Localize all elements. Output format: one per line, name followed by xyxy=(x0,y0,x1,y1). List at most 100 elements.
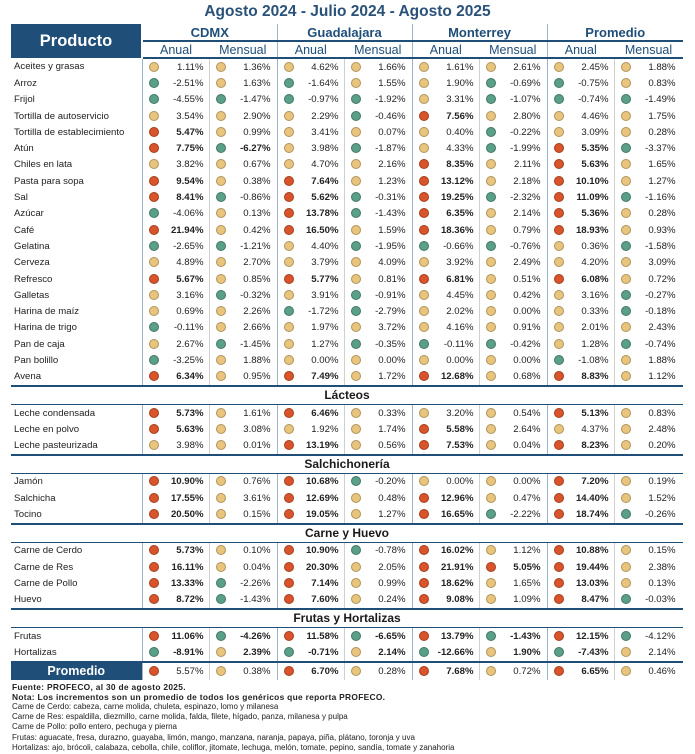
percent-value: -1.16% xyxy=(645,192,676,204)
yellow-dot-icon xyxy=(553,423,564,434)
red-dot-icon xyxy=(418,509,429,520)
green-dot-icon xyxy=(418,646,429,657)
red-dot-icon xyxy=(283,577,294,588)
red-dot-icon xyxy=(148,594,159,605)
product-header: Producto xyxy=(11,24,143,58)
yellow-dot-icon xyxy=(215,354,226,365)
annual-cell: 13.78% xyxy=(276,205,344,222)
monthly-cell: 0.76% xyxy=(208,473,277,491)
annual-cell: 1.28% xyxy=(546,336,615,353)
monthly-cell: 3.08% xyxy=(208,421,277,438)
green-dot-icon xyxy=(215,577,226,588)
annual-header: Anual xyxy=(546,41,615,59)
yellow-dot-icon xyxy=(148,257,159,268)
monthly-cell: -2.32% xyxy=(478,189,548,206)
percent-value: 21.94% xyxy=(170,224,204,236)
percent-value: 1.90% xyxy=(446,77,474,89)
percent-value: 1.75% xyxy=(648,110,676,122)
monthly-cell: 0.81% xyxy=(343,270,412,288)
percent-value: 16.65% xyxy=(440,509,474,521)
green-dot-icon xyxy=(350,306,361,317)
percent-value: 18.62% xyxy=(440,577,474,589)
percent-value: 1.59% xyxy=(378,224,406,236)
percent-value: -1.87% xyxy=(375,143,406,155)
annual-cell: 18.93% xyxy=(546,221,615,239)
annual-cell: 5.63% xyxy=(546,156,615,174)
table-row: Tortilla de autoservicio 3.54% 2.90% 2.29% -… xyxy=(11,107,684,125)
green-dot-icon xyxy=(350,208,361,219)
yellow-dot-icon xyxy=(553,322,564,333)
yellow-dot-icon xyxy=(620,208,631,219)
percent-value: 14.40% xyxy=(575,492,609,504)
percent-value: -1.08% xyxy=(578,354,609,366)
percent-value: 3.20% xyxy=(446,407,474,419)
monthly-cell: 1.27% xyxy=(613,173,684,190)
yellow-dot-icon xyxy=(485,665,496,676)
percent-value: 2.38% xyxy=(648,561,676,573)
table-row: Avena 6.34% 0.95% 7.49% 1.72% 12.68% 0.68% 8.83… xyxy=(11,368,684,386)
monthly-cell: -4.26% xyxy=(208,627,277,645)
green-dot-icon xyxy=(620,192,631,203)
yellow-dot-icon xyxy=(620,77,631,88)
percent-value: 7.56% xyxy=(446,110,474,122)
green-dot-icon xyxy=(620,94,631,105)
table-row: Frijol -4.55% -1.47% -0.97% -1.92% 3.31% -1.07… xyxy=(11,91,684,108)
monthly-cell: -1.43% xyxy=(478,627,548,645)
yellow-dot-icon xyxy=(620,423,631,434)
annual-cell: 7.49% xyxy=(276,368,344,386)
percent-value: 4.45% xyxy=(446,289,474,301)
green-dot-icon xyxy=(485,630,496,641)
percent-value: -0.91% xyxy=(375,289,406,301)
monthly-cell: 0.00% xyxy=(478,352,548,369)
percent-value: 20.30% xyxy=(305,561,339,573)
percent-value: 2.14% xyxy=(378,646,406,658)
green-dot-icon xyxy=(350,476,361,487)
annual-cell: 20.50% xyxy=(141,506,209,524)
percent-value: 12.68% xyxy=(440,371,474,383)
percent-value: 0.00% xyxy=(311,354,339,366)
percent-value: 0.48% xyxy=(378,492,406,504)
red-dot-icon xyxy=(283,440,294,451)
yellow-dot-icon xyxy=(283,338,294,349)
yellow-dot-icon xyxy=(283,354,294,365)
percent-value: 0.36% xyxy=(581,240,609,252)
annual-cell: 7.53% xyxy=(411,437,479,455)
table-row: Frutas 11.06% -4.26% 11.58% -6.65% 13.79% -1.4… xyxy=(11,627,684,645)
percent-value: 13.79% xyxy=(440,630,474,642)
yellow-dot-icon xyxy=(215,110,226,121)
percent-value: 4.62% xyxy=(311,61,339,73)
table-row: Salchicha 17.55% 3.61% 12.69% 0.48% 12.96% 0.4… xyxy=(11,490,684,507)
percent-value: 2.39% xyxy=(243,646,271,658)
annual-cell: 0.33% xyxy=(546,303,615,320)
red-dot-icon xyxy=(418,208,429,219)
monthly-cell: -1.47% xyxy=(208,91,277,108)
green-dot-icon xyxy=(283,77,294,88)
percent-value: 10.90% xyxy=(305,545,339,557)
percent-value: -3.25% xyxy=(173,354,204,366)
percent-value: 0.72% xyxy=(648,273,676,285)
red-dot-icon xyxy=(553,159,564,170)
yellow-dot-icon xyxy=(620,646,631,657)
green-dot-icon xyxy=(148,240,159,251)
table-row: Carne de Pollo 13.33% -2.26% 7.14% 0.99% 18.6… xyxy=(11,575,684,592)
percent-value: 19.05% xyxy=(305,509,339,521)
percent-value: -0.11% xyxy=(443,338,474,350)
annual-cell: 18.74% xyxy=(546,506,615,524)
annual-cell: 16.65% xyxy=(411,506,479,524)
annual-cell: -1.72% xyxy=(276,303,344,320)
percent-value: 8.23% xyxy=(581,440,609,452)
percent-value: 0.40% xyxy=(446,126,474,138)
percent-value: 0.07% xyxy=(378,126,406,138)
percent-value: 19.25% xyxy=(440,192,474,204)
percent-value: 2.29% xyxy=(311,110,339,122)
green-dot-icon xyxy=(215,594,226,605)
monthly-cell: -1.21% xyxy=(208,238,277,255)
annual-cell: 5.73% xyxy=(141,404,209,422)
percent-value: 17.55% xyxy=(170,492,204,504)
percent-value: -4.12% xyxy=(645,630,676,642)
section-title: Carne y Huevo xyxy=(11,522,684,543)
annual-cell: 3.82% xyxy=(141,156,209,174)
yellow-dot-icon xyxy=(215,159,226,170)
monthly-cell: 2.05% xyxy=(343,559,412,576)
yellow-dot-icon xyxy=(215,257,226,268)
